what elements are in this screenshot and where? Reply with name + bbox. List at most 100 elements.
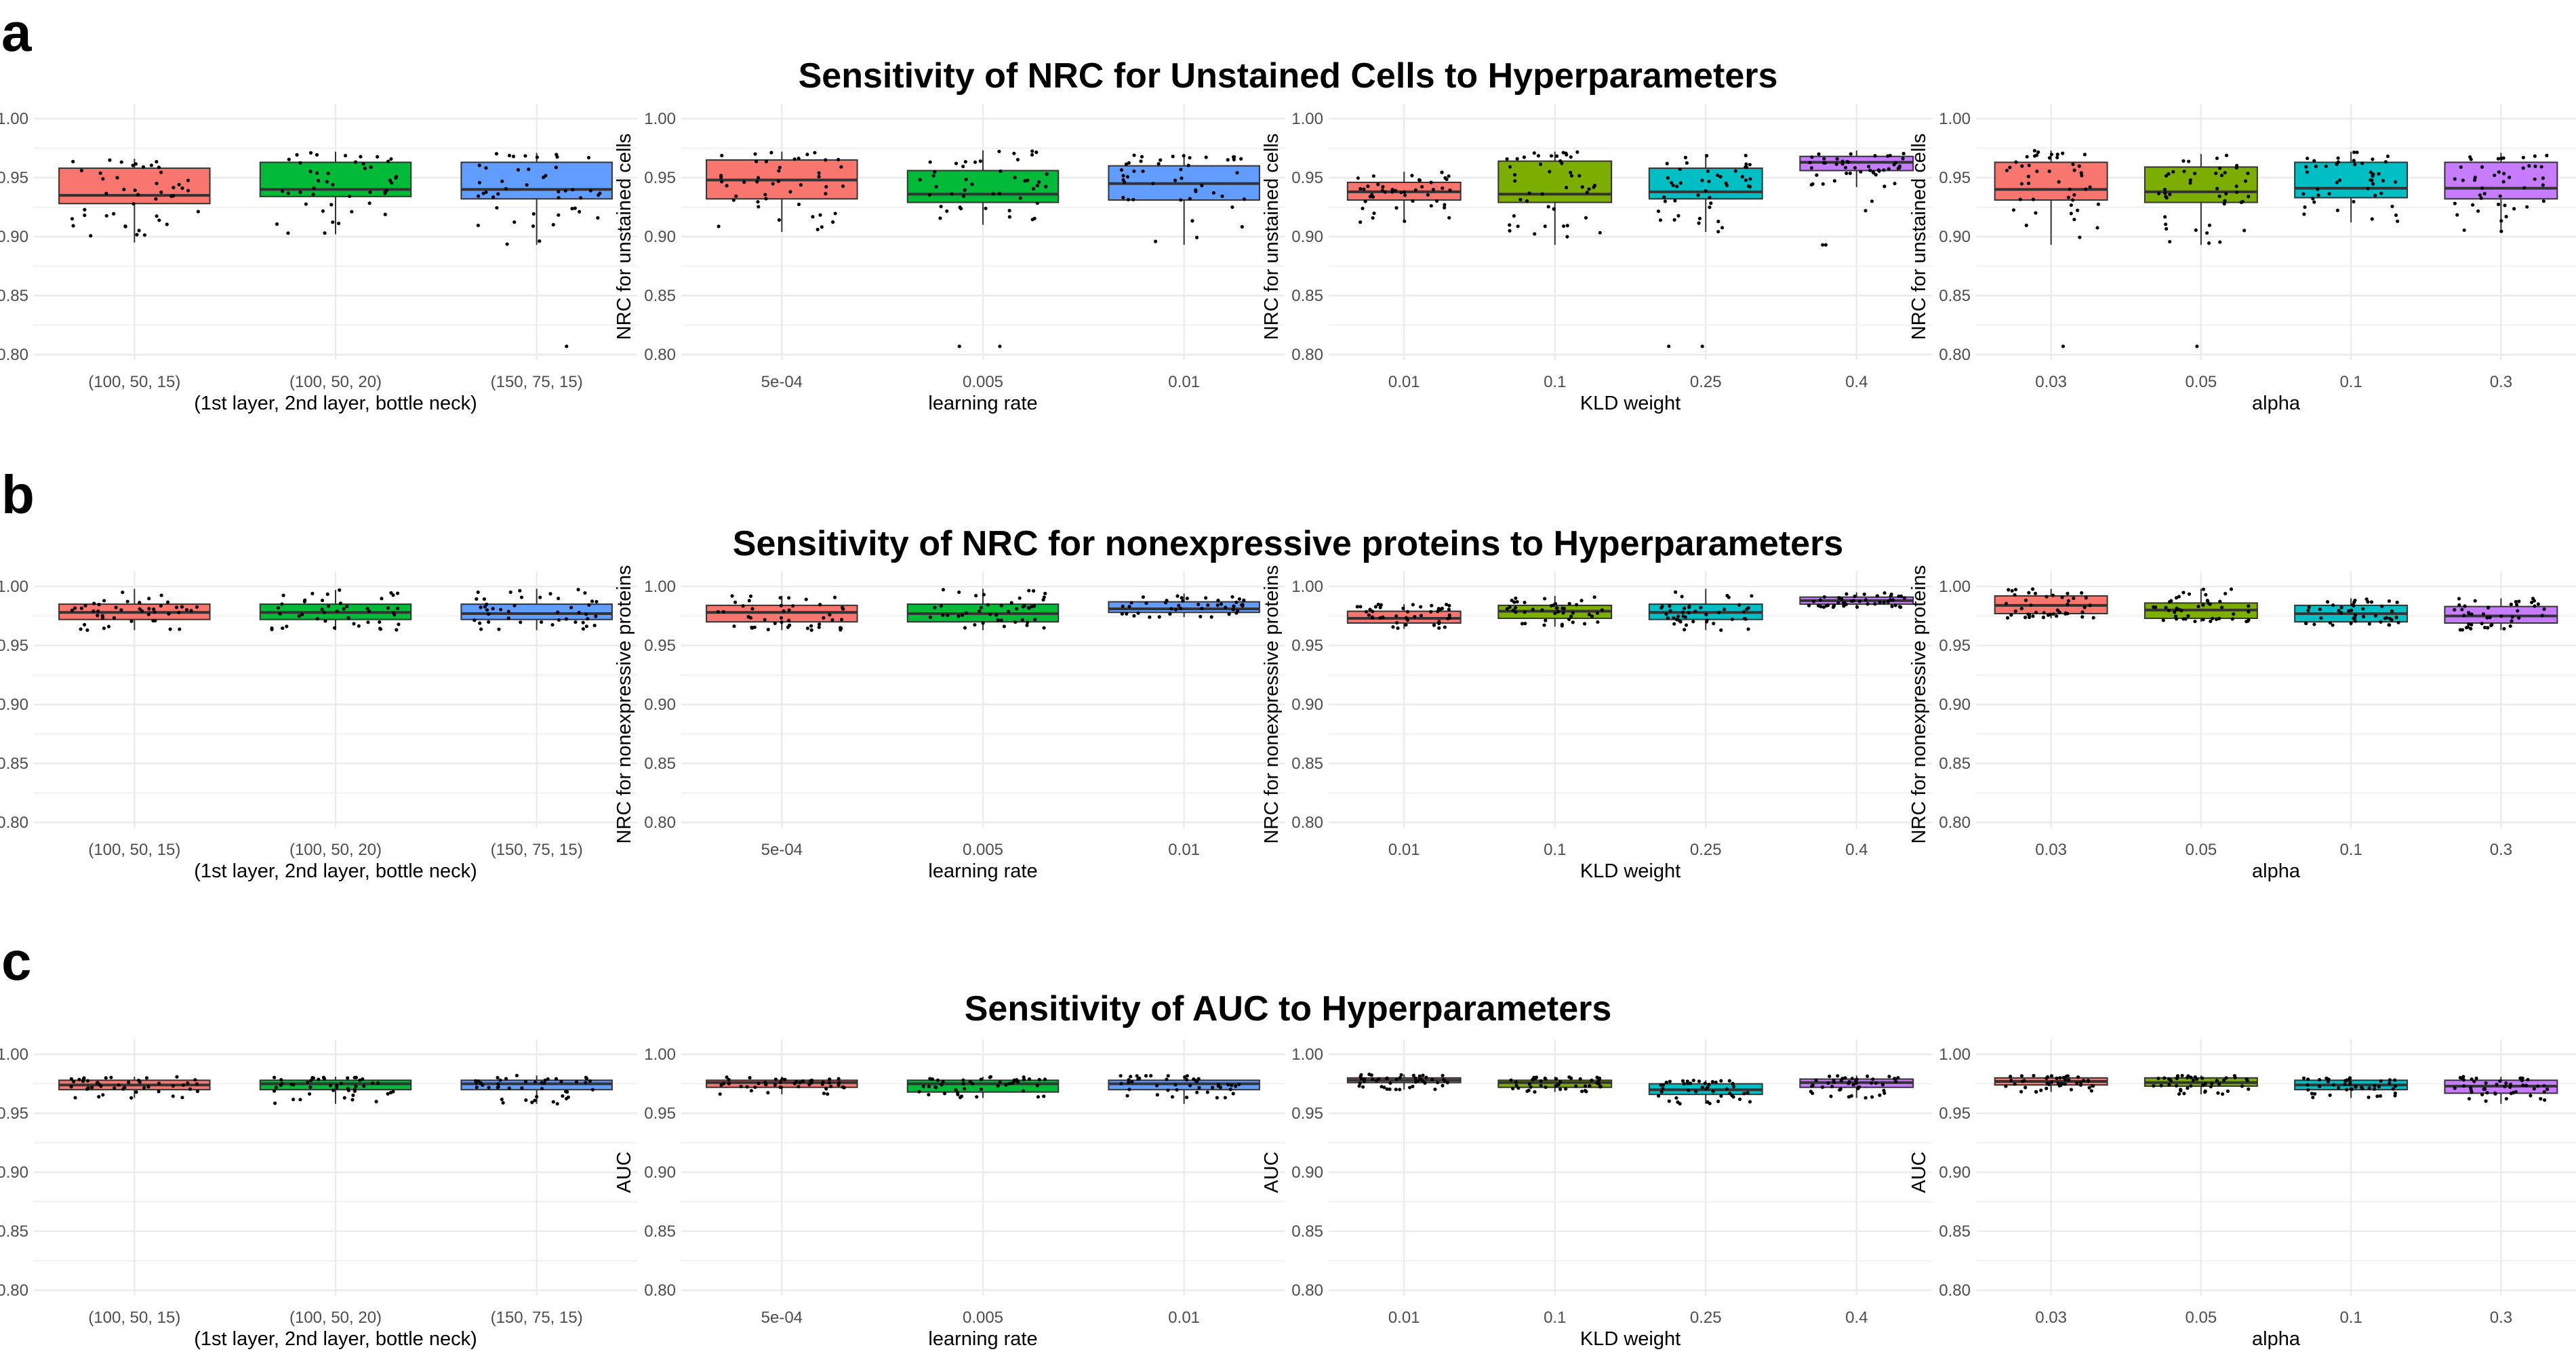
data-point: [1509, 1078, 1513, 1082]
data-point: [578, 210, 582, 214]
data-point: [395, 628, 399, 632]
data-point: [1592, 185, 1596, 189]
data-point: [515, 1073, 519, 1077]
data-point: [786, 625, 790, 629]
data-point: [178, 627, 182, 631]
data-point: [134, 162, 138, 166]
data-point: [386, 1092, 390, 1096]
data-point: [142, 233, 147, 237]
data-point: [1569, 174, 1573, 178]
data-point: [1878, 1093, 1882, 1097]
data-point: [2186, 614, 2190, 618]
data-point: [579, 196, 583, 200]
y-tick-label: 0.85: [0, 755, 28, 773]
data-point: [1144, 601, 1148, 605]
data-point: [954, 1088, 958, 1092]
data-point: [559, 1079, 563, 1083]
data-point: [2325, 600, 2330, 604]
data-point: [1841, 601, 1845, 605]
x-tick-label: (100, 50, 20): [289, 373, 382, 391]
data-point: [308, 170, 313, 174]
data-point: [764, 197, 768, 201]
data-point: [1196, 1077, 1201, 1081]
data-point: [472, 618, 477, 622]
data-point: [2366, 186, 2370, 191]
data-point: [1209, 615, 1213, 619]
data-point: [2154, 605, 2158, 610]
data-point: [2057, 180, 2061, 184]
x-axis-label: learning rate: [928, 860, 1037, 882]
data-point: [1514, 1080, 1518, 1084]
data-point: [286, 191, 290, 195]
x-tick-label: 0.4: [1845, 1309, 1868, 1327]
data-point: [731, 198, 736, 202]
data-point: [1543, 597, 1547, 601]
data-point: [352, 622, 356, 626]
data-point: [777, 169, 781, 173]
data-point: [386, 159, 390, 163]
y-tick-label: 0.80: [1939, 814, 1971, 832]
data-point: [1746, 184, 1751, 188]
data-point: [1215, 1096, 1219, 1100]
data-point: [1205, 1090, 1209, 1094]
data-point: [1013, 176, 1017, 180]
data-point: [2479, 196, 2483, 200]
data-point: [1859, 170, 1863, 174]
data-point: [958, 1096, 963, 1100]
y-tick-label: 0.85: [1939, 287, 1971, 305]
data-point: [573, 206, 577, 210]
data-point: [298, 191, 302, 195]
data-point: [554, 165, 558, 170]
y-tick-label: 0.95: [1939, 637, 1971, 655]
data-point: [1696, 193, 1700, 197]
data-point: [321, 209, 325, 213]
data-point: [119, 608, 123, 612]
data-point: [1026, 178, 1030, 182]
data-point: [2219, 605, 2224, 610]
data-point: [1886, 154, 1890, 158]
data-point: [1598, 231, 1602, 235]
data-point: [933, 605, 937, 610]
data-point: [2084, 596, 2088, 600]
data-point: [2066, 591, 2070, 595]
data-point: [1004, 1083, 1008, 1087]
x-tick-label: 0.25: [1690, 841, 1722, 859]
data-point: [109, 1075, 113, 1079]
data-point: [2485, 1091, 2489, 1095]
data-point: [1837, 596, 1841, 600]
data-point: [479, 627, 483, 631]
data-point: [1710, 1079, 1714, 1084]
data-point: [2165, 196, 2169, 200]
data-point: [1899, 605, 1903, 610]
data-point: [538, 595, 542, 599]
data-point: [1662, 195, 1666, 199]
data-point: [753, 1085, 757, 1090]
data-point: [979, 605, 983, 610]
data-point: [1746, 1091, 1750, 1095]
data-point: [1711, 1090, 1715, 1094]
data-point: [1686, 1081, 1690, 1085]
data-point: [275, 222, 279, 226]
data-point: [2381, 178, 2386, 183]
data-point: [100, 614, 104, 618]
data-point: [1394, 1088, 1398, 1092]
y-tick-label: 0.85: [0, 287, 28, 305]
data-point: [300, 612, 304, 616]
data-point: [1538, 162, 1543, 166]
y-tick-label: 0.85: [1291, 755, 1323, 773]
data-point: [1200, 184, 1204, 188]
data-point: [1552, 207, 1556, 211]
data-point: [487, 612, 491, 616]
data-point: [1231, 607, 1236, 612]
data-point: [799, 183, 803, 187]
data-point: [2361, 607, 2365, 611]
outlier-point: [1824, 243, 1828, 247]
data-point: [1668, 604, 1672, 608]
data-point: [1130, 1080, 1134, 1084]
data-point: [988, 612, 992, 616]
data-point: [999, 618, 1003, 622]
data-point: [2371, 172, 2375, 176]
data-point: [2004, 601, 2009, 605]
data-point: [830, 618, 834, 622]
data-point: [2218, 599, 2222, 603]
